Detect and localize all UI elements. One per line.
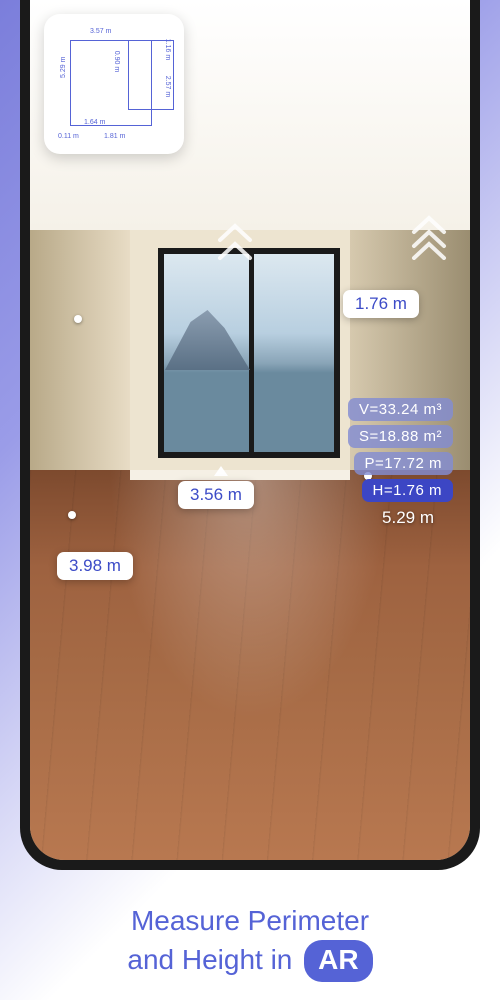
fp-bi: 1.64 m bbox=[84, 119, 105, 126]
fp-inner: 0.90 m bbox=[113, 51, 120, 72]
ar-anchor-point bbox=[68, 511, 76, 519]
caret-up-icon bbox=[214, 466, 228, 476]
fp-br: 1.81 m bbox=[104, 133, 125, 140]
stat-height: H=1.76 m bbox=[362, 479, 453, 502]
wall-left-measurement: 3.98 m bbox=[57, 552, 133, 580]
stat-volume: V=33.24 m³ bbox=[348, 398, 453, 421]
wall-right-measurement: 5.29 m bbox=[382, 508, 434, 528]
height-measurement: 1.76 m bbox=[343, 290, 419, 318]
ar-camera-view[interactable]: 3.57 m 1.16 m 2.57 m 0.90 m 5.29 m 1.64 … bbox=[30, 0, 470, 860]
floorplan-diagram: 3.57 m 1.16 m 2.57 m 0.90 m 5.29 m 1.64 … bbox=[62, 28, 174, 138]
height-arrow-icon bbox=[410, 212, 448, 260]
fp-top: 3.57 m bbox=[90, 28, 111, 35]
caption-line1: Measure Perimeter bbox=[131, 905, 369, 936]
wall-front-measurement: 3.56 m bbox=[178, 481, 254, 509]
fp-r2: 2.57 m bbox=[164, 76, 171, 97]
stat-perimeter: P=17.72 m bbox=[354, 452, 453, 475]
promo-caption: Measure Perimeter and Height in AR bbox=[0, 902, 500, 982]
floorplan-card[interactable]: 3.57 m 1.16 m 2.57 m 0.90 m 5.29 m 1.64 … bbox=[44, 14, 184, 154]
caption-line2: and Height in bbox=[127, 944, 292, 975]
ar-badge: AR bbox=[304, 940, 372, 982]
fp-bl: 0.11 m bbox=[58, 133, 79, 140]
fp-r1: 1.16 m bbox=[164, 39, 171, 60]
ar-anchor-point bbox=[74, 315, 82, 323]
height-arrow-icon bbox=[216, 218, 254, 266]
fp-left: 5.29 m bbox=[60, 57, 67, 78]
stat-surface: S=18.88 m² bbox=[348, 425, 453, 448]
phone-frame: 3.57 m 1.16 m 2.57 m 0.90 m 5.29 m 1.64 … bbox=[20, 0, 480, 870]
